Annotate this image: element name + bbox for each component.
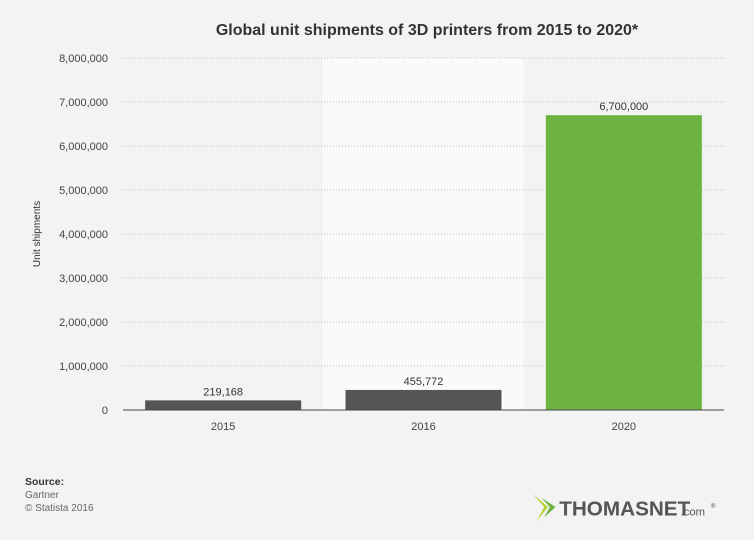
thomasnet-logo: THOMASNET .com ®	[532, 493, 716, 522]
logo-suffix: .com	[681, 507, 705, 519]
data-label-2015: 219,168	[203, 386, 243, 398]
y-tick-label: 2,000,000	[59, 317, 108, 329]
y-tick-label: 1,000,000	[59, 361, 108, 373]
x-tick-label: 2015	[211, 421, 235, 433]
data-label-2020: 6,700,000	[599, 101, 648, 113]
data-label-2016: 455,772	[404, 376, 444, 388]
thomasnet-arrow-icon	[532, 493, 556, 522]
copyright-line: © Statista 2016	[25, 503, 94, 514]
x-tick-label: 2020	[612, 421, 636, 433]
y-tick-label: 8,000,000	[59, 53, 108, 65]
y-tick-label: 7,000,000	[59, 97, 108, 109]
y-tick-label: 0	[102, 405, 108, 417]
x-tick-label: 2016	[411, 421, 435, 433]
y-tick-label: 4,000,000	[59, 229, 108, 241]
bars	[145, 115, 702, 410]
y-tick-label: 3,000,000	[59, 273, 108, 285]
x-axis-ticks: 2015 2016 2020	[211, 421, 636, 433]
source-block: Source: Gartner © Statista 2016	[25, 476, 94, 515]
data-labels: 219,168 455,772 6,700,000	[203, 101, 648, 398]
bar-2016	[345, 389, 502, 410]
logo-text: THOMASNET	[559, 498, 690, 521]
bar-2015	[145, 400, 302, 410]
source-heading: Source:	[25, 476, 65, 488]
chart-title: Global unit shipments of 3D printers fro…	[216, 22, 639, 39]
grid	[123, 57, 724, 367]
y-axis-ticks: 0 1,000,000 2,000,000 3,000,000 4,000,000 5,0…	[59, 53, 108, 417]
logo-registered-mark: ®	[711, 502, 716, 510]
y-axis-label: Unit shipments	[32, 201, 43, 267]
source-line: Gartner	[25, 490, 59, 501]
bar-2020	[545, 115, 702, 410]
y-tick-label: 6,000,000	[59, 141, 108, 153]
y-tick-label: 5,000,000	[59, 185, 108, 197]
